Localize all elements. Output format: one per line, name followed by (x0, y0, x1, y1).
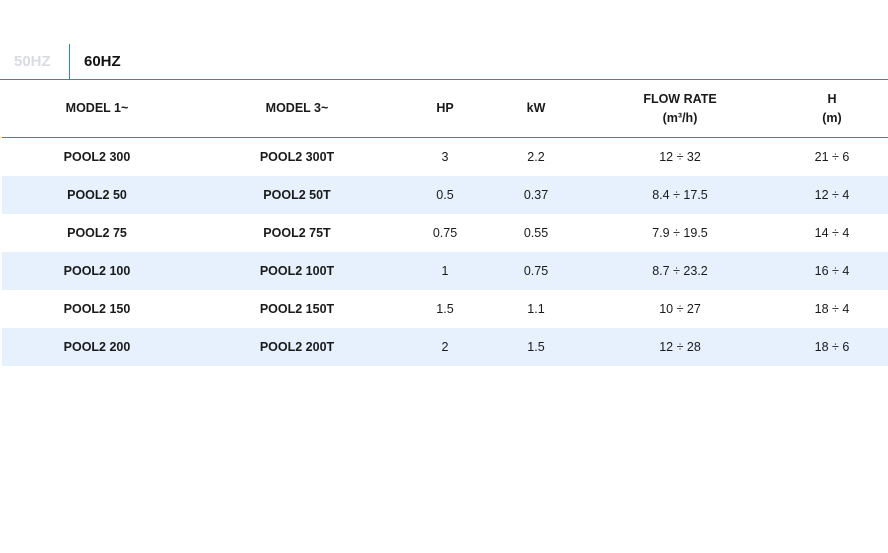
cell-kw: 0.37 (488, 176, 584, 214)
table-row: POOL2 100 POOL2 100T 1 0.75 8.7 ÷ 23.2 16 ÷ 4 (2, 252, 888, 290)
cell-model-3: POOL2 75T (263, 226, 331, 240)
cell-kw: 1.1 (527, 302, 545, 316)
cell-hp: 0.5 (402, 176, 488, 214)
cell-model-1: POOL2 50 (2, 176, 192, 214)
table-row: POOL2 50 POOL2 50T 0.5 0.37 8.4 ÷ 17.5 12 ÷ 4 (2, 176, 888, 214)
table-row: POOL2 75 POOL2 75T 0.75 0.55 7.9 ÷ 19.5 14 ÷ … (2, 214, 888, 252)
cell-hp: 3 (441, 150, 449, 164)
column-header-hp: HP (402, 80, 488, 138)
header-unit: (m) (822, 110, 842, 125)
header-line1: FLOW RATE (643, 91, 717, 106)
cell-head: 12 ÷ 4 (776, 176, 888, 214)
header-line1: H (827, 91, 837, 106)
column-header-model-1: MODEL 1~ (2, 80, 192, 138)
cell-hp: 0.75 (432, 226, 458, 240)
cell-hp: 1.5 (436, 302, 454, 316)
cell-head: 21 ÷ 6 (814, 150, 850, 164)
column-header-model-3: MODEL 3~ (192, 80, 402, 138)
cell-hp: 1 (402, 252, 488, 290)
cell-model-3: POOL2 150T (259, 302, 335, 316)
table-row: POOL2 200 POOL2 200T 2 1.5 12 ÷ 28 18 ÷ 6 (2, 328, 888, 366)
header-line1: MODEL 1~ (65, 101, 129, 115)
cell-model-1: POOL2 100 (2, 252, 192, 290)
cell-flow-rate: 12 ÷ 28 (584, 328, 776, 366)
cell-head: 14 ÷ 4 (814, 226, 850, 240)
cell-kw: 1.5 (488, 328, 584, 366)
cell-model-3: POOL2 100T (192, 252, 402, 290)
cell-flow-rate: 12 ÷ 32 (659, 150, 701, 164)
cell-model-1: POOL2 75 (67, 226, 127, 240)
header-line1: MODEL 3~ (265, 101, 329, 115)
cell-model-1: POOL2 150 (63, 302, 131, 316)
cell-model-3: POOL2 300T (259, 150, 335, 164)
cell-hp: 2 (402, 328, 488, 366)
cell-kw: 2.2 (527, 150, 545, 164)
cell-kw: 0.75 (488, 252, 584, 290)
header-line1: kW (526, 101, 546, 115)
cell-flow-rate: 10 ÷ 27 (659, 302, 701, 316)
cell-model-1: POOL2 300 (63, 150, 131, 164)
table-header-row: MODEL 1~ MODEL 3~ HP kW FLOW RATE (m³/h) H (m) (2, 80, 888, 138)
table-row: POOL2 300 POOL2 300T 3 2.2 12 ÷ 32 21 ÷ 6 (2, 138, 888, 177)
header-line1: HP (436, 101, 454, 115)
tab-divider (69, 44, 70, 79)
column-header-flow-rate: FLOW RATE (m³/h) (584, 80, 776, 138)
column-header-kw: kW (488, 80, 584, 138)
cell-flow-rate: 8.7 ÷ 23.2 (584, 252, 776, 290)
tab-60hz[interactable]: 60HZ (84, 53, 121, 70)
cell-kw: 0.55 (523, 226, 549, 240)
cell-model-3: POOL2 200T (192, 328, 402, 366)
cell-flow-rate: 7.9 ÷ 19.5 (652, 226, 708, 240)
header-unit: (m³/h) (662, 110, 698, 125)
cell-model-3: POOL2 50T (192, 176, 402, 214)
tab-50hz[interactable]: 50HZ (14, 53, 51, 70)
table-row: POOL2 150 POOL2 150T 1.5 1.1 10 ÷ 27 18 ÷ 4 (2, 290, 888, 328)
frequency-tabs: 50HZ 60HZ (0, 44, 888, 80)
cell-head: 18 ÷ 6 (776, 328, 888, 366)
cell-head: 16 ÷ 4 (776, 252, 888, 290)
cell-head: 18 ÷ 4 (814, 302, 850, 316)
pump-specs-table: MODEL 1~ MODEL 3~ HP kW FLOW RATE (m³/h) H (m) … (2, 80, 888, 366)
column-header-head: H (m) (776, 80, 888, 138)
cell-model-1: POOL2 200 (2, 328, 192, 366)
cell-flow-rate: 8.4 ÷ 17.5 (584, 176, 776, 214)
